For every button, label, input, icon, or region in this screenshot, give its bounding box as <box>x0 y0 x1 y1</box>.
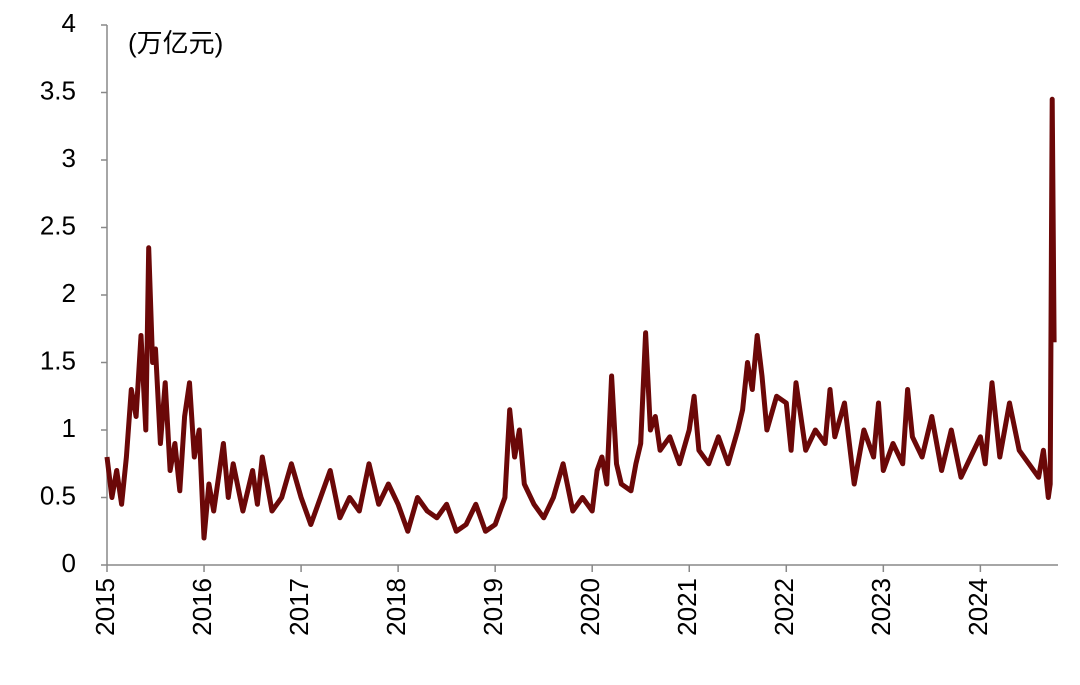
y-tick-label: 4 <box>62 8 76 38</box>
x-tick-label: 2021 <box>672 578 702 636</box>
x-tick-label: 2018 <box>381 578 411 636</box>
x-tick-label: 2023 <box>866 578 896 636</box>
x-tick-label: 2019 <box>478 578 508 636</box>
y-tick-label: 3 <box>62 143 76 173</box>
y-tick-label: 1 <box>62 413 76 443</box>
x-tick-label: 2020 <box>575 578 605 636</box>
x-tick-label: 2015 <box>90 578 120 636</box>
y-tick-label: 2.5 <box>40 210 76 240</box>
unit-annotation: (万亿元) <box>128 28 223 58</box>
x-tick-label: 2024 <box>963 578 993 636</box>
x-tick-label: 2022 <box>769 578 799 636</box>
x-tick-label: 2017 <box>284 578 314 636</box>
y-tick-label: 1.5 <box>40 345 76 375</box>
y-tick-label: 2 <box>62 278 76 308</box>
y-tick-label: 0.5 <box>40 480 76 510</box>
x-tick-label: 2016 <box>187 578 217 636</box>
y-tick-label: 0 <box>62 548 76 578</box>
y-tick-label: 3.5 <box>40 75 76 105</box>
data-line <box>104 96 1057 541</box>
